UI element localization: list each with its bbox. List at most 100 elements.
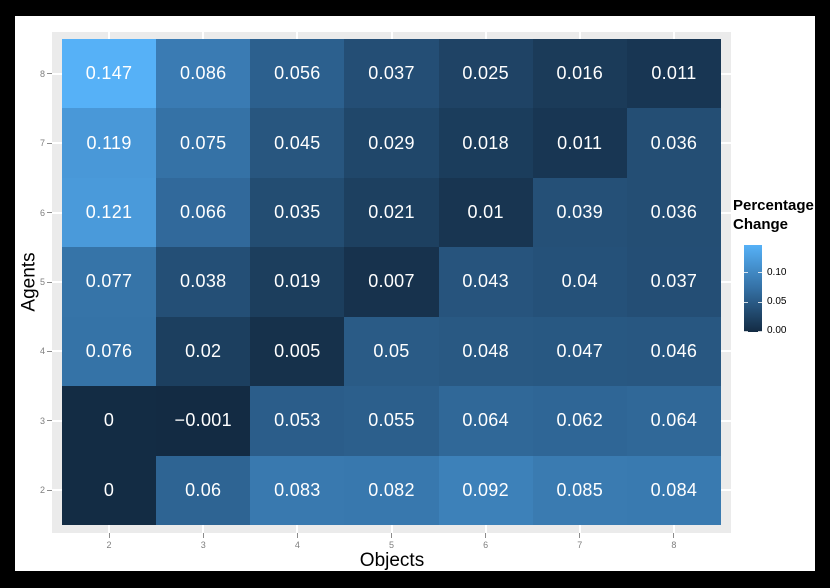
heatmap-cell-agents6-objects3: 0.066 bbox=[156, 177, 251, 248]
gridline-stub bbox=[390, 525, 393, 533]
heatmap-cell-agents3-objects7: 0.062 bbox=[532, 386, 627, 456]
gridline-stub bbox=[52, 72, 62, 75]
x-tick-label: 4 bbox=[294, 540, 300, 550]
legend-tick-label: 0.00 bbox=[767, 325, 787, 337]
gridline-stub bbox=[484, 525, 487, 533]
heatmap-cell-agents2-objects3: 0.06 bbox=[156, 455, 251, 525]
gridline-stub bbox=[721, 419, 731, 422]
heatmap-cell-agents6-objects6: 0.01 bbox=[438, 177, 533, 248]
y-tick-label: 3 bbox=[39, 415, 45, 426]
heatmap-cell-agents5-objects4: 0.019 bbox=[250, 247, 345, 317]
heatmap-grid: 0.147 0.086 0.056 0.037 0.025 0.016 0.011 0.119… bbox=[62, 39, 721, 525]
y-tick-mark bbox=[47, 489, 52, 491]
heatmap-cell-agents2-objects4: 0.083 bbox=[250, 455, 345, 525]
legend-bar-tick bbox=[758, 272, 762, 274]
x-tick-mark bbox=[108, 533, 110, 538]
gridline-stub bbox=[721, 489, 731, 492]
heatmap-cell-agents2-objects5: 0.082 bbox=[344, 455, 439, 525]
x-tick-mark bbox=[296, 533, 298, 538]
y-tick-label: 2 bbox=[39, 485, 45, 496]
y-tick-mark bbox=[47, 212, 52, 214]
gridline-stub bbox=[578, 525, 581, 533]
heatmap-cell-agents2-objects7: 0.085 bbox=[532, 455, 627, 525]
x-tick-mark bbox=[673, 533, 675, 538]
heatmap-cell-agents7-objects2: 0.119 bbox=[62, 108, 157, 178]
heatmap-cell-agents4-objects8: 0.046 bbox=[626, 316, 721, 387]
gridline-stub bbox=[108, 32, 111, 39]
x-tick-mark bbox=[202, 533, 204, 538]
gridline-stub bbox=[202, 525, 205, 533]
gridline-stub bbox=[484, 32, 487, 39]
gridline-stub bbox=[578, 32, 581, 39]
heatmap-cell-agents4-objects3: 0.02 bbox=[156, 316, 251, 387]
y-tick-label: 6 bbox=[39, 207, 45, 218]
x-tick-label: 7 bbox=[577, 540, 583, 550]
legend-bar-tick bbox=[758, 301, 762, 303]
x-tick-mark bbox=[391, 533, 392, 538]
gridline-stub bbox=[672, 525, 675, 533]
heatmap-cell-agents7-objects7: 0.011 bbox=[532, 108, 627, 178]
gridline-stub bbox=[296, 525, 299, 533]
legend-bar-tick bbox=[744, 272, 748, 274]
x-tick-label: 3 bbox=[200, 540, 206, 550]
x-tick-label: 2 bbox=[106, 540, 112, 550]
legend-tick-label: 0.10 bbox=[767, 266, 787, 278]
heatmap-cell-agents8-objects4: 0.056 bbox=[250, 39, 345, 109]
heatmap-cell-agents8-objects2: 0.147 bbox=[62, 39, 157, 109]
heatmap-cell-agents4-objects4: 0.005 bbox=[250, 316, 345, 387]
heatmap-cell-agents6-objects7: 0.039 bbox=[532, 177, 627, 248]
heatmap-cell-agents8-objects8: 0.011 bbox=[626, 39, 721, 109]
y-tick-mark bbox=[47, 350, 52, 352]
heatmap-cell-agents3-objects3: −0.001 bbox=[156, 386, 251, 456]
x-tick-mark bbox=[485, 533, 487, 538]
heatmap-cell-agents2-objects6: 0.092 bbox=[438, 455, 533, 525]
heatmap-cell-agents5-objects7: 0.04 bbox=[532, 247, 627, 317]
heatmap-cell-agents4-objects2: 0.076 bbox=[62, 316, 157, 387]
gridline-stub bbox=[202, 32, 205, 39]
x-tick-label: 6 bbox=[483, 540, 489, 550]
gridline-stub bbox=[52, 489, 62, 492]
gridline-stub bbox=[52, 211, 62, 214]
heatmap-cell-agents3-objects5: 0.055 bbox=[344, 386, 439, 456]
heatmap-cell-agents4-objects5: 0.05 bbox=[344, 316, 439, 387]
heatmap-cell-agents5-objects8: 0.037 bbox=[626, 247, 721, 317]
y-tick-label: 8 bbox=[39, 68, 45, 79]
heatmap-cell-agents6-objects2: 0.121 bbox=[62, 177, 157, 248]
gridline-stub bbox=[390, 32, 393, 39]
legend-bar-tick bbox=[744, 301, 748, 303]
gridline-stub bbox=[721, 211, 731, 214]
y-axis-title-text: Agents bbox=[19, 252, 40, 312]
heatmap-cell-agents7-objects4: 0.045 bbox=[250, 108, 345, 178]
heatmap-cell-agents7-objects8: 0.036 bbox=[626, 108, 721, 178]
heatmap-cell-agents7-objects6: 0.018 bbox=[438, 108, 533, 178]
gridline-stub bbox=[108, 525, 111, 533]
gridline-stub bbox=[52, 142, 62, 145]
y-tick-mark bbox=[47, 73, 52, 75]
legend-tick-label: 0.05 bbox=[767, 296, 787, 308]
heatmap-figure: 0.147 0.086 0.056 0.037 0.025 0.016 0.011 0.119… bbox=[15, 16, 815, 571]
y-tick-label: 4 bbox=[39, 346, 45, 357]
heatmap-cell-agents5-objects6: 0.043 bbox=[438, 247, 533, 317]
gridline-stub bbox=[721, 72, 731, 75]
x-tick-label: 5 bbox=[388, 540, 395, 550]
heatmap-cell-agents2-objects2: 0 bbox=[62, 455, 157, 525]
legend-title: Percentage Change bbox=[733, 197, 814, 233]
gridline-stub bbox=[52, 281, 62, 283]
heatmap-cell-agents4-objects7: 0.047 bbox=[532, 316, 627, 387]
gridline-stub bbox=[672, 32, 675, 39]
y-tick-mark bbox=[47, 142, 52, 144]
gridline-stub bbox=[52, 419, 62, 422]
gridline-stub bbox=[721, 281, 731, 283]
heatmap-cell-agents7-objects5: 0.029 bbox=[344, 108, 439, 178]
gridline-stub bbox=[296, 32, 299, 39]
heatmap-cell-agents5-objects3: 0.038 bbox=[156, 247, 251, 317]
heatmap-cell-agents5-objects5: 0.007 bbox=[344, 247, 439, 317]
heatmap-cell-agents6-objects4: 0.035 bbox=[250, 177, 345, 248]
x-axis-title-text: Objects bbox=[359, 550, 425, 571]
heatmap-cell-agents8-objects3: 0.086 bbox=[156, 39, 251, 109]
heatmap-cell-agents4-objects6: 0.048 bbox=[438, 316, 533, 387]
heatmap-cell-agents8-objects6: 0.025 bbox=[438, 39, 533, 109]
legend-bar-tick bbox=[744, 330, 748, 332]
heatmap-cell-agents3-objects8: 0.064 bbox=[626, 386, 721, 456]
